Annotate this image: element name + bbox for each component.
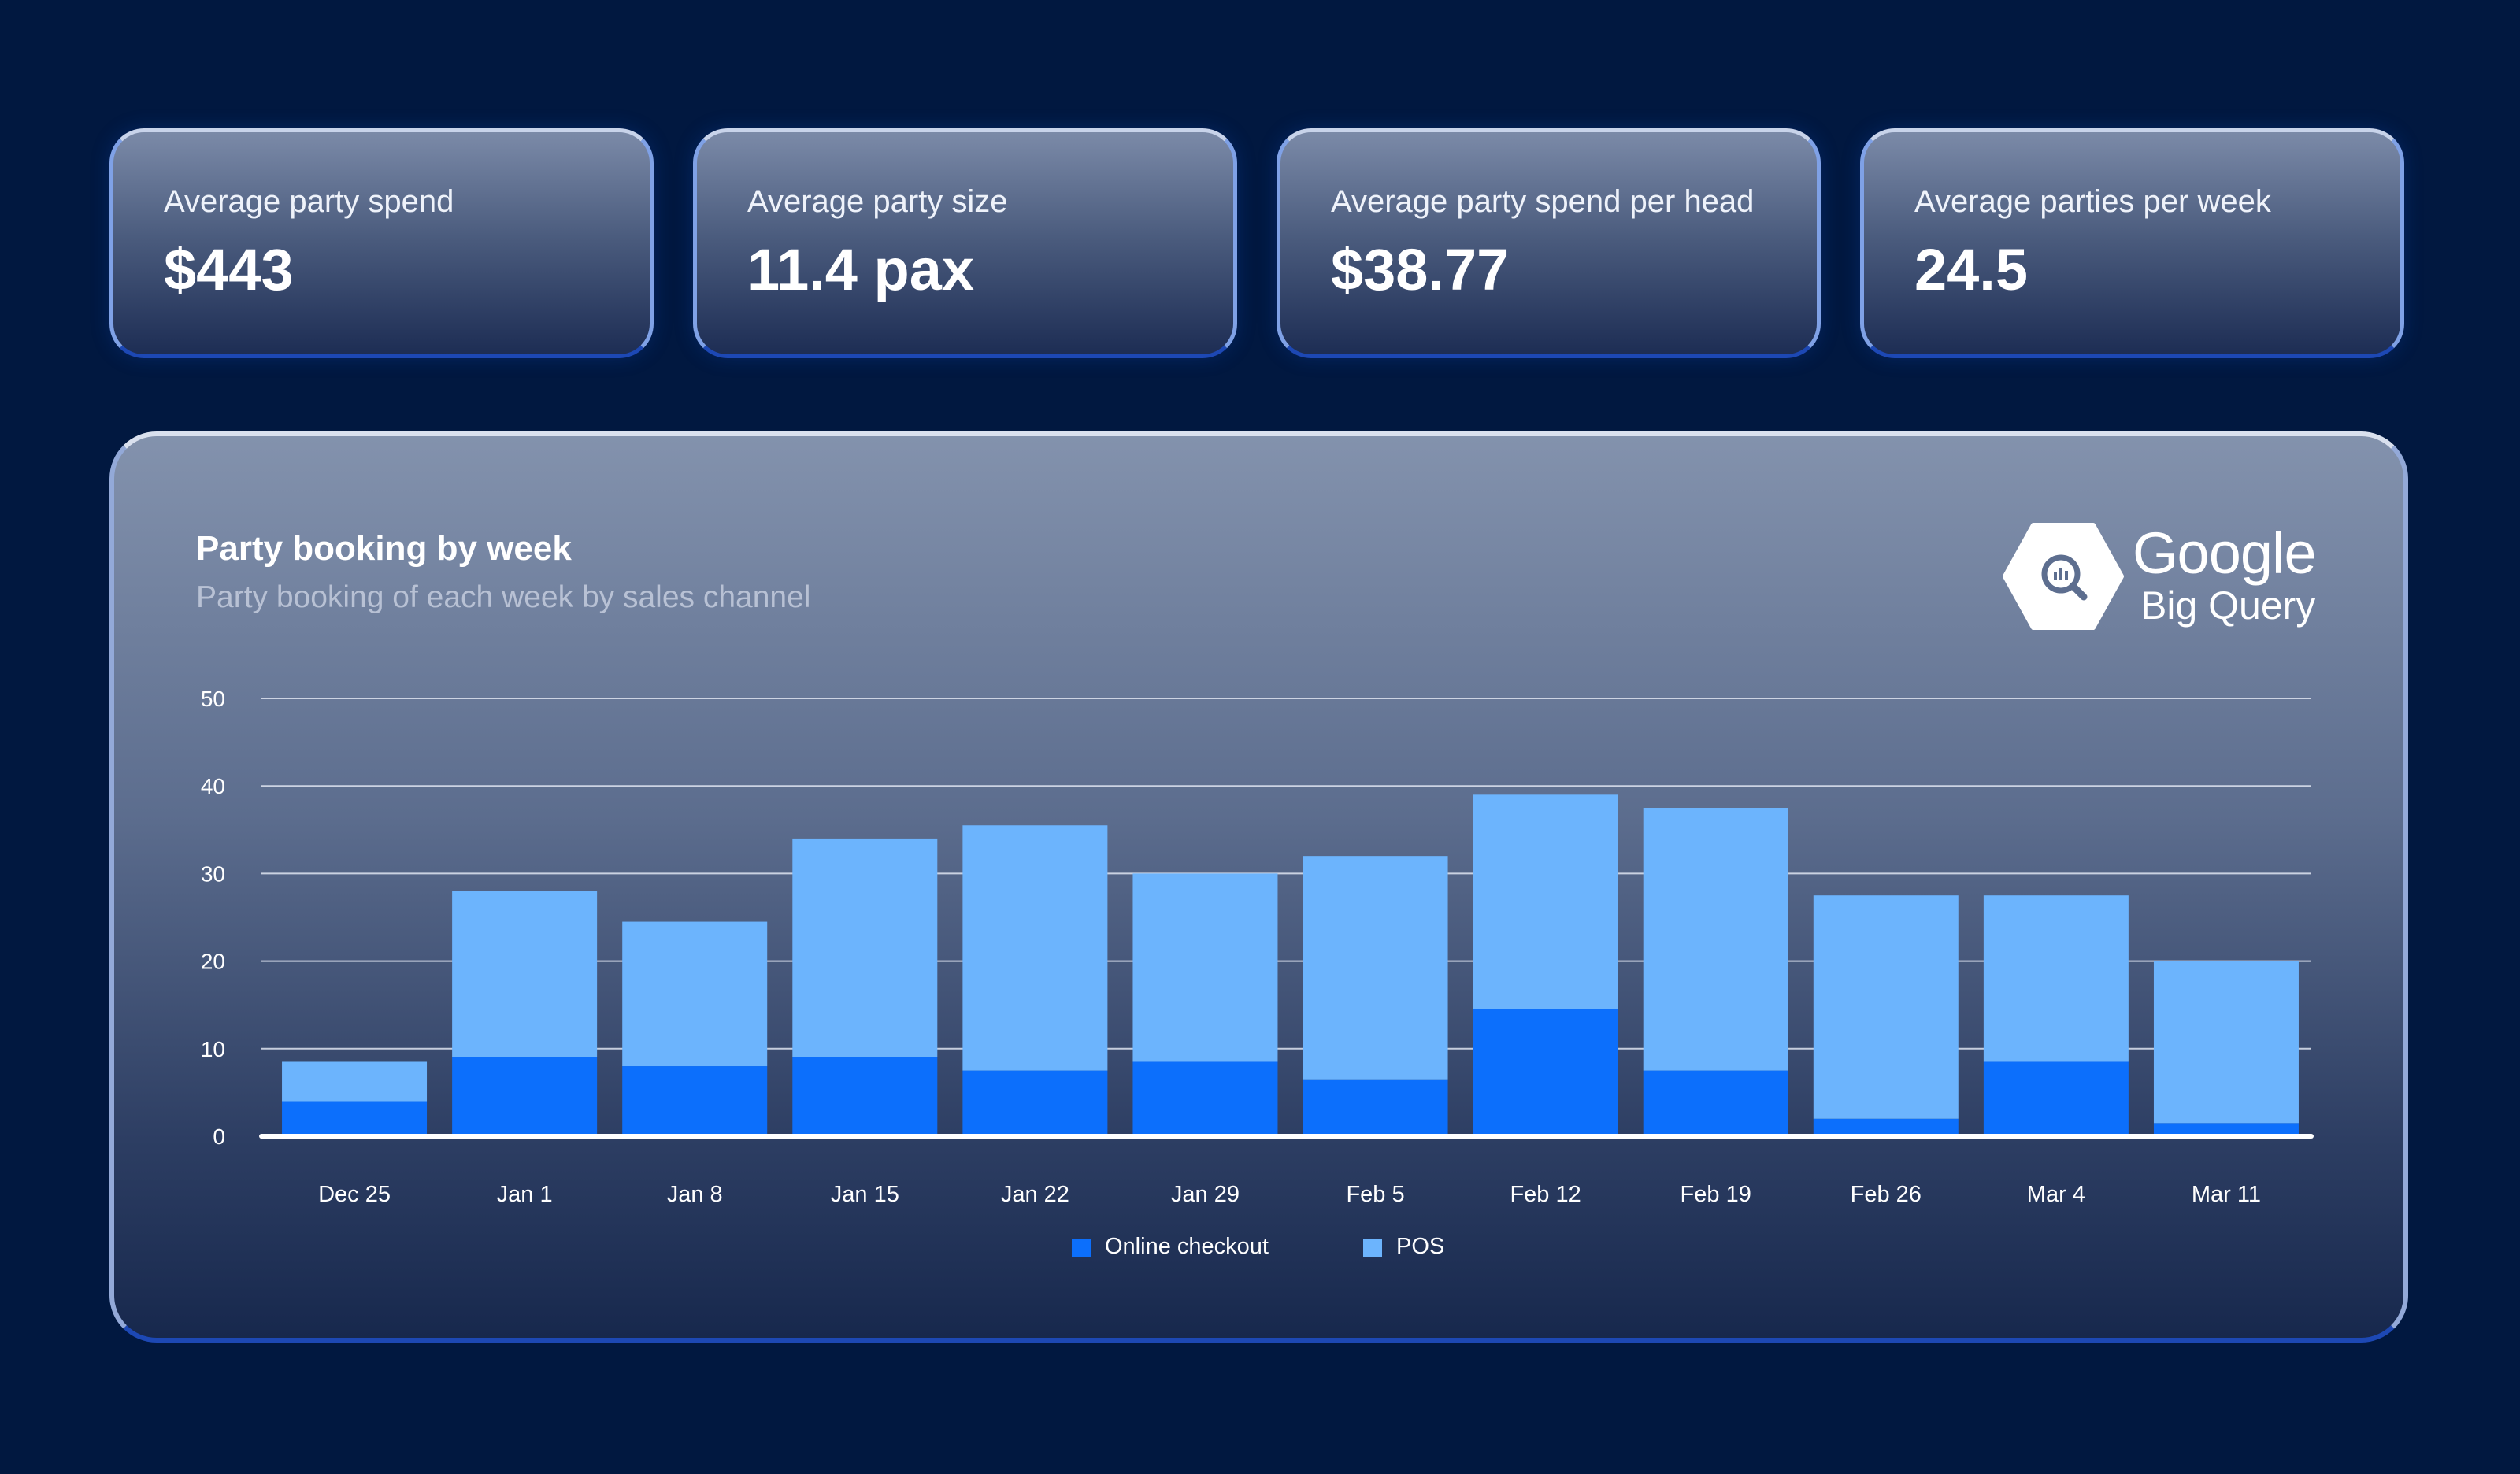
bar-segment-pos — [1643, 808, 1788, 1071]
bar-segment-online-checkout — [1983, 1061, 2129, 1136]
logo-product-text: Big Query — [2140, 583, 2316, 628]
y-tick-label: 20 — [201, 950, 225, 974]
kpi-card-average-party-size: Average party size 11.4 pax — [693, 128, 1237, 358]
bar-segment-pos — [2153, 961, 2299, 1124]
y-tick-label: 30 — [201, 861, 225, 886]
bar-segment-online-checkout — [282, 1101, 428, 1136]
gridlines — [261, 698, 2311, 1050]
bar-segment-pos — [1303, 856, 1448, 1080]
legend-swatch-pos — [1363, 1239, 1382, 1257]
bar-segment-pos — [792, 838, 938, 1057]
kpi-label: Average parties per week — [1914, 184, 2271, 219]
legend-swatch-online-checkout — [1072, 1239, 1091, 1257]
kpi-label: Average party size — [747, 184, 1008, 219]
y-tick-label: 50 — [201, 687, 225, 711]
x-tick-label: Mar 4 — [2027, 1182, 2085, 1207]
bar-segment-pos — [282, 1061, 428, 1102]
axes: 0 10 20 30 40 50 Dec 25 Jan 1 Jan 8 Jan 15 Jan 22 J… — [201, 687, 2314, 1207]
kpi-label: Average party spend — [164, 184, 454, 219]
x-tick-label: Jan 22 — [1001, 1182, 1069, 1207]
bar-segment-online-checkout — [1303, 1079, 1448, 1136]
bar-segment-pos — [1132, 873, 1278, 1062]
bigquery-hexagon-icon — [2003, 523, 2124, 630]
x-tick-label: Feb 12 — [1510, 1182, 1581, 1207]
bar-segment-pos — [622, 921, 768, 1067]
kpi-card-average-parties-per-week: Average parties per week 24.5 — [1860, 128, 2404, 358]
x-tick-label: Feb 26 — [1851, 1182, 1922, 1207]
bar-segment-online-checkout — [1813, 1118, 1959, 1136]
bar-segment-pos — [452, 891, 598, 1057]
logo-brand-text: Google — [2133, 520, 2317, 586]
x-tick-label: Jan 1 — [497, 1182, 553, 1207]
bar-segment-pos — [1473, 794, 1618, 1009]
chart-subtitle: Party booking of each week by sales chan… — [196, 580, 811, 614]
kpi-value: $38.77 — [1331, 237, 1510, 302]
kpi-value: 11.4 pax — [747, 237, 975, 302]
bar-segment-online-checkout — [1473, 1009, 1618, 1136]
bar-segment-online-checkout — [792, 1057, 938, 1136]
kpi-label: Average party spend per head — [1331, 184, 1755, 219]
x-tick-label: Jan 15 — [831, 1182, 899, 1207]
y-tick-label: 40 — [201, 774, 225, 798]
x-tick-label: Jan 8 — [667, 1182, 723, 1207]
legend-label: Online checkout — [1105, 1234, 1269, 1259]
kpi-card-average-party-spend: Average party spend $443 — [109, 128, 654, 358]
x-tick-label: Dec 25 — [318, 1182, 391, 1207]
bar-segment-online-checkout — [2153, 1123, 2299, 1136]
x-tick-label: Feb 19 — [1681, 1182, 1751, 1207]
x-tick-label: Feb 5 — [1346, 1182, 1404, 1207]
y-tick-label: 10 — [201, 1037, 225, 1061]
bar-segment-online-checkout — [962, 1070, 1108, 1136]
bar-segment-pos — [1813, 895, 1959, 1119]
bar-segment-pos — [962, 825, 1108, 1071]
bar-segment-online-checkout — [452, 1057, 598, 1136]
bar-segment-online-checkout — [1132, 1061, 1278, 1136]
y-tick-label: 0 — [213, 1124, 225, 1149]
x-tick-label: Mar 11 — [2192, 1182, 2261, 1207]
bar-segment-online-checkout — [1643, 1070, 1788, 1136]
google-bigquery-logo: Google Big Query — [2002, 520, 2317, 638]
kpi-card-average-party-spend-per-head: Average party spend per head $38.77 — [1277, 128, 1821, 358]
bar-segment-online-checkout — [622, 1066, 768, 1136]
bar-segment-pos — [1983, 895, 2129, 1062]
kpi-value: 24.5 — [1914, 237, 2029, 302]
x-tick-label: Jan 29 — [1171, 1182, 1240, 1207]
kpi-value: $443 — [164, 237, 294, 302]
legend-label: POS — [1396, 1234, 1445, 1259]
bars — [282, 794, 2299, 1136]
chart-title: Party booking by week — [196, 529, 572, 568]
